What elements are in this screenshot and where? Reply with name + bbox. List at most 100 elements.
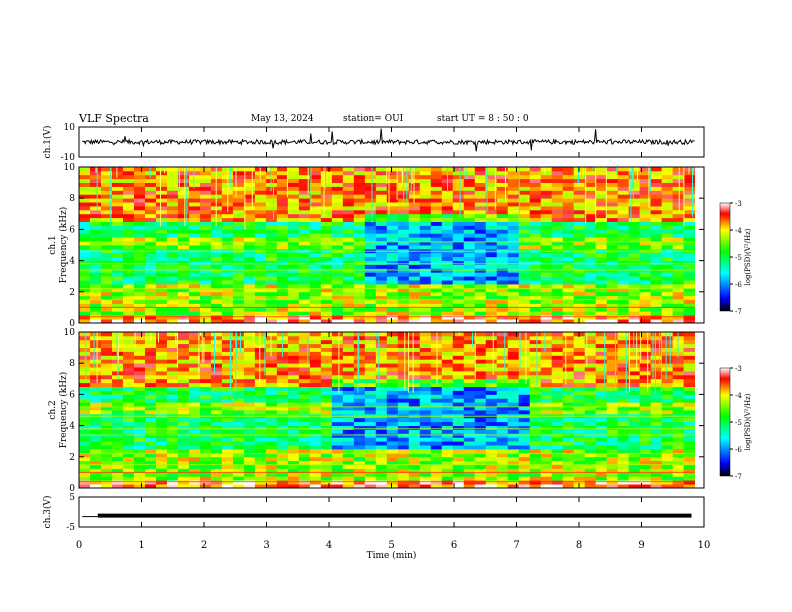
spectro-cell (155, 332, 168, 337)
spectro-cell (210, 359, 223, 364)
spectro-cell (375, 245, 388, 250)
spectro-cell (265, 382, 278, 387)
spectro-cell (122, 390, 135, 395)
spectro-cell (375, 335, 388, 341)
spectro-cell (661, 441, 674, 446)
spectro-cell (232, 441, 245, 446)
spectro-cell (518, 382, 531, 387)
spectro-cell (639, 425, 652, 430)
spectro-cell (683, 311, 696, 316)
spectro-cell (188, 256, 201, 261)
spectro-cell (573, 241, 586, 246)
spectro-cell (375, 429, 388, 434)
spectro-cell (232, 386, 245, 391)
spectro-cell (441, 221, 454, 226)
spectro-cell (386, 332, 399, 337)
spectro-cell (650, 429, 663, 434)
spectro-cell (309, 339, 322, 345)
spectro-cell (661, 237, 674, 242)
spectro-cell (628, 339, 641, 345)
spectro-cell (342, 363, 355, 368)
spectro-cell (474, 425, 487, 430)
spectro-cell (177, 252, 190, 258)
spectro-cell (309, 460, 322, 465)
spectro-cell (485, 291, 498, 297)
spectro-cell (331, 425, 344, 430)
spectro-cell (232, 307, 245, 312)
y-axis-label-line2: Frequency (kHz) (58, 372, 69, 449)
spectro-cell (111, 449, 124, 454)
spectro-cell (287, 174, 300, 180)
spectro-cell (441, 280, 454, 285)
spectro-cell (100, 449, 113, 454)
spectro-cell (122, 303, 135, 308)
spectro-cell (133, 441, 146, 446)
spectro-cell (617, 476, 630, 481)
spectro-cell (441, 374, 454, 380)
spectro-cell (364, 186, 377, 191)
y-axis-label-text: ch.1(V) (42, 126, 53, 159)
spectro-cell (452, 445, 465, 450)
spectro-cell (606, 429, 619, 434)
spectro-cell (276, 268, 289, 273)
spectro-cell (540, 410, 553, 415)
spectro-cell (639, 460, 652, 465)
spectro-cell (210, 445, 223, 450)
spectro-cell (342, 421, 355, 426)
spectro-cell (639, 315, 652, 320)
spectro-cell (221, 374, 234, 380)
spectro-cell (551, 476, 564, 481)
spectro-cell (452, 343, 465, 348)
spectro-cell (474, 359, 487, 364)
spectro-cell (496, 291, 509, 297)
spectro-cell (573, 252, 586, 258)
spectro-cell (188, 225, 201, 230)
spectro-cell (122, 417, 135, 423)
spectro-cell (232, 252, 245, 258)
spectro-cell (298, 406, 311, 411)
spectro-cell (298, 390, 311, 395)
spectro-cell (628, 378, 641, 384)
spectro-cell (485, 363, 498, 368)
spectro-cell (518, 307, 531, 312)
spectro-cell (397, 319, 410, 324)
spectro-cell (353, 363, 366, 368)
spectro-cell (529, 468, 542, 473)
spectro-cell (683, 441, 696, 446)
spectro-cell (155, 272, 168, 277)
spectro-cell (364, 398, 377, 403)
spectro-cell (210, 315, 223, 320)
spectro-cell (551, 363, 564, 368)
spectro-cell (573, 280, 586, 285)
spectro-cell (342, 190, 355, 195)
spectro-cell (331, 374, 344, 380)
spectro-cell (221, 339, 234, 345)
spectro-cell (617, 256, 630, 261)
spectro-cell (276, 410, 289, 415)
spectro-cell (287, 167, 300, 172)
spectro-cell (661, 343, 674, 348)
spectro-cell (265, 268, 278, 273)
spectro-cell (100, 186, 113, 191)
spectro-cell (364, 355, 377, 360)
spectro-cell (419, 233, 432, 238)
spectro-cell (562, 449, 575, 454)
spectro-cell (408, 468, 421, 473)
spectro-cell (452, 213, 465, 219)
spectro-cell (89, 276, 102, 281)
spectro-cell (375, 315, 388, 320)
spectro-cell (188, 174, 201, 180)
spectro-cell (386, 437, 399, 442)
colorbar-label: log(PSD)(V²/Hz) (744, 393, 752, 450)
y-tick-label: 0 (69, 484, 75, 494)
spectro-cell (166, 371, 179, 376)
spectro-cell (353, 237, 366, 242)
spectro-cell (452, 339, 465, 345)
spectro-cell (584, 468, 597, 473)
spectro-cell (584, 343, 597, 348)
spectro-cell (518, 374, 531, 380)
spectro-cell (672, 272, 685, 277)
spectro-cell (573, 378, 586, 384)
spectro-cell (287, 343, 300, 348)
spectro-cell (463, 429, 476, 434)
